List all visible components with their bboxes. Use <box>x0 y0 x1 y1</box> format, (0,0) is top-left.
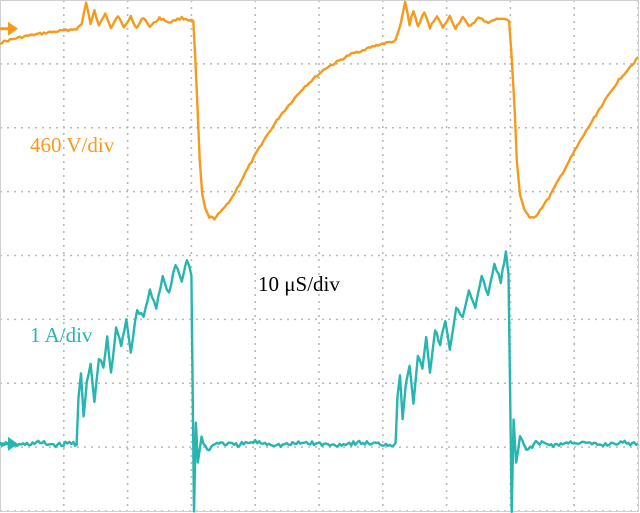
voltage-trace <box>0 0 639 221</box>
ch1-ground-marker <box>0 21 18 36</box>
timebase-label: 10 μS/div <box>258 272 340 296</box>
ch2-ground-marker <box>0 436 18 451</box>
channel-1-scale-label: 460 V/div <box>30 133 115 157</box>
ground-markers <box>0 21 18 451</box>
current-trace <box>0 250 639 513</box>
channel-2-scale-label: 1 A/div <box>30 323 93 347</box>
